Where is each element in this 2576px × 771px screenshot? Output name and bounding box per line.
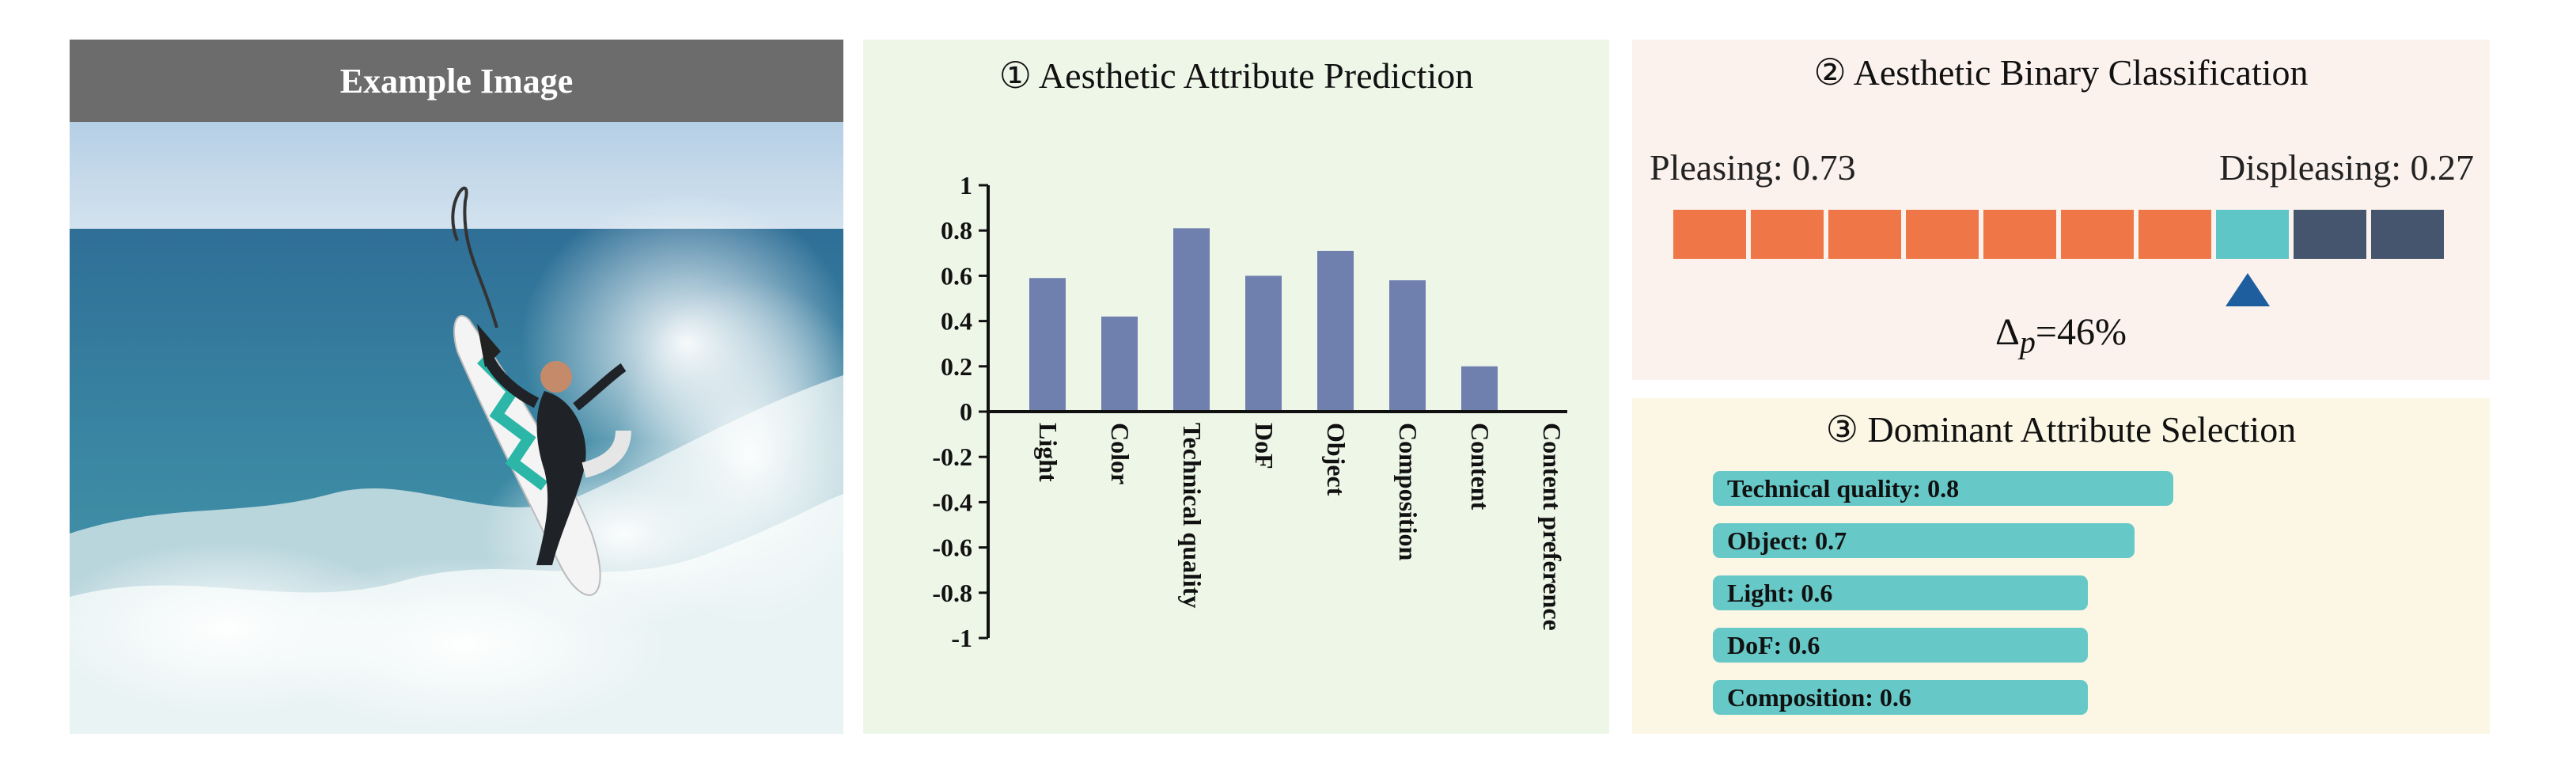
delta-value: =46% bbox=[2035, 311, 2127, 353]
score-segment-pleasing bbox=[1673, 210, 1746, 259]
y-tick-label-9: -0.8 bbox=[932, 579, 972, 607]
bar-0 bbox=[1029, 278, 1066, 412]
dominant-attribute-label: DoF: 0.6 bbox=[1727, 630, 1820, 659]
score-segment-marker bbox=[2216, 210, 2289, 259]
x-tick-label-6: Content bbox=[1466, 423, 1494, 511]
y-tick-label-7: -0.4 bbox=[932, 488, 972, 516]
delta-symbol: Δ bbox=[1995, 311, 2020, 353]
dominant-attribute-label: Object: 0.7 bbox=[1727, 526, 1847, 555]
y-tick-label-6: -0.2 bbox=[932, 442, 972, 471]
dominant-attribute-bar: Object: 0.7 bbox=[1713, 523, 2135, 558]
x-tick-label-2: Technical quality bbox=[1178, 423, 1207, 608]
bar-6 bbox=[1461, 366, 1498, 412]
x-tick-label-7: Content preference bbox=[1538, 423, 1566, 631]
y-tick-label-1: 0.8 bbox=[941, 216, 972, 245]
x-tick-label-0: Light bbox=[1034, 423, 1063, 482]
dominant-attribute-label: Light: 0.6 bbox=[1727, 578, 1833, 607]
bar-3 bbox=[1245, 275, 1282, 412]
dominant-attribute-title: ③ Dominant Attribute Selection bbox=[1825, 409, 2297, 450]
bar-2 bbox=[1173, 228, 1210, 412]
attribute-prediction-chart: 1 0.8 0.6 0.4 0.2 0 -0.2 -0.4 -0.6 -0.8 -1 Light Col… bbox=[932, 171, 1567, 652]
y-tick-label-0: 1 bbox=[960, 171, 972, 199]
example-image-panel: Example Image bbox=[70, 40, 843, 734]
dominant-attribute-bar: Composition: 0.6 bbox=[1713, 680, 2088, 715]
bar-5 bbox=[1389, 280, 1426, 412]
delta-subscript: p bbox=[2019, 324, 2036, 360]
x-tick-label-1: Color bbox=[1106, 423, 1135, 484]
x-tick-label-3: DoF bbox=[1250, 423, 1279, 469]
displeasing-score: Displeasing: 0.27 bbox=[2219, 147, 2474, 188]
pointer-triangle-icon bbox=[2226, 273, 2270, 306]
y-tick-label-8: -0.6 bbox=[932, 534, 972, 562]
surfer-photo bbox=[70, 122, 843, 734]
binary-classification-panel: ② Aesthetic Binary Classification Pleasi… bbox=[1632, 40, 2490, 380]
dominant-attribute-bar: Light: 0.6 bbox=[1713, 575, 2088, 610]
score-segment-pleasing bbox=[1828, 210, 1901, 259]
delta-p-value: Δp=46% bbox=[1632, 310, 2490, 361]
score-segment-displeasing bbox=[2294, 210, 2366, 259]
bar-1 bbox=[1101, 316, 1138, 412]
attribute-prediction-panel: ① Aesthetic Attribute Prediction 1 0.8 0.6… bbox=[863, 40, 1609, 734]
attribute-prediction-title: ① Aesthetic Attribute Prediction bbox=[998, 55, 1474, 96]
score-segment-pleasing bbox=[1906, 210, 1979, 259]
score-segment-displeasing bbox=[2371, 210, 2444, 259]
y-tick-label-4: 0.2 bbox=[941, 352, 972, 381]
x-tick-label-5: Composition bbox=[1394, 423, 1422, 560]
binary-classification-title: ② Aesthetic Binary Classification bbox=[1813, 52, 2309, 93]
y-tick-label-5: 0 bbox=[960, 397, 972, 426]
score-segment-pleasing bbox=[1983, 210, 2056, 259]
y-tick-label-3: 0.4 bbox=[941, 307, 972, 336]
pleasing-score: Pleasing: 0.73 bbox=[1650, 147, 1856, 188]
y-tick-label-2: 0.6 bbox=[941, 261, 972, 290]
x-tick-label-4: Object bbox=[1322, 423, 1351, 496]
score-segment-pleasing bbox=[2061, 210, 2134, 259]
example-image-title: Example Image bbox=[70, 40, 843, 122]
dominant-attribute-bar: DoF: 0.6 bbox=[1713, 628, 2088, 663]
dominant-attribute-label: Technical quality: 0.8 bbox=[1727, 473, 1960, 503]
dominant-attribute-panel: ③ Dominant Attribute Selection Technical… bbox=[1632, 398, 2490, 734]
dominant-attribute-label: Composition: 0.6 bbox=[1727, 682, 1911, 712]
dominant-attribute-bar: Technical quality: 0.8 bbox=[1713, 471, 2173, 506]
score-segment-pleasing bbox=[2138, 210, 2211, 259]
y-tick-label-10: -1 bbox=[951, 624, 972, 652]
score-segment-pleasing bbox=[1751, 210, 1824, 259]
bar-4 bbox=[1317, 250, 1354, 412]
